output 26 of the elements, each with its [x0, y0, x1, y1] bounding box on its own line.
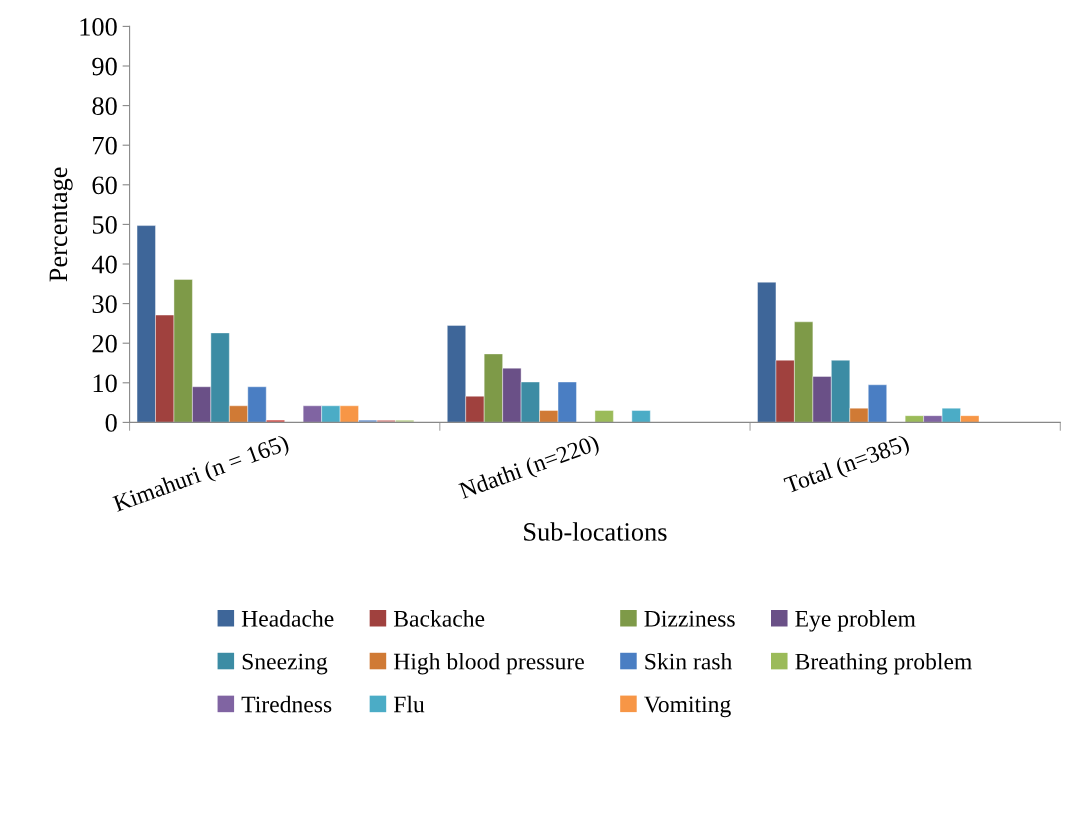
y-tick-label: 0	[105, 414, 117, 432]
y-tick-label: 60	[92, 176, 117, 195]
legend-label: Headache	[241, 610, 334, 627]
y-tick-label: 100	[80, 18, 117, 36]
y-tick-label: 80	[92, 97, 117, 116]
y-tick-label: 40	[91, 255, 117, 274]
legend-label: Vomiting	[644, 696, 731, 718]
legend-label: Backache	[393, 610, 485, 627]
y-tick-label: 90	[92, 57, 117, 76]
y-tick-label: 70	[93, 136, 117, 155]
y-tick-label: 20	[92, 334, 117, 353]
bar	[594, 410, 614, 423]
y-tick-label: 10	[93, 374, 117, 393]
legend-label: High blood pressure	[393, 652, 584, 675]
y-axis-title: Percentage	[49, 167, 73, 282]
y-tick-label: 50	[92, 216, 117, 234]
legend-label: Sneezing	[242, 653, 328, 675]
bar	[631, 410, 651, 423]
y-tick-label: 30	[92, 295, 117, 314]
legend-label: Tiredness	[241, 695, 332, 713]
legend-label: Skin rash	[645, 652, 733, 670]
legend-label: Eye problem	[795, 610, 916, 632]
x-axis-title: Sub-locations	[524, 522, 667, 541]
legend-label: Flu	[393, 695, 425, 713]
legend-label: Dizziness	[644, 610, 735, 627]
legend-label: Breathing problem	[795, 652, 972, 675]
